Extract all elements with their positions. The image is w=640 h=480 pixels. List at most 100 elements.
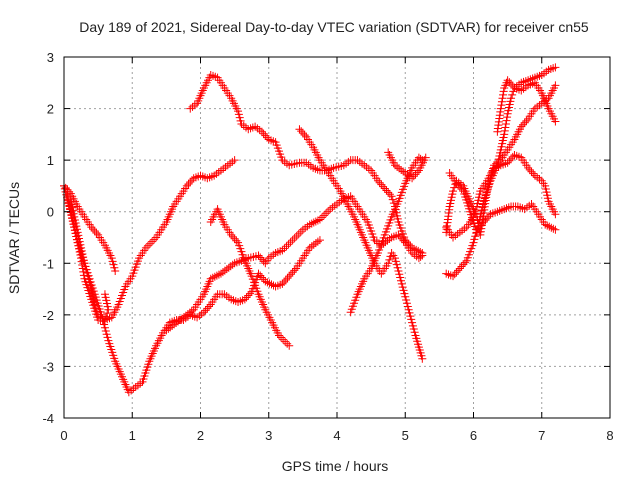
data-point-13-7 xyxy=(457,185,466,194)
data-point-13-4 xyxy=(452,179,461,188)
x-tick-label-0: 0 xyxy=(60,428,67,443)
data-point-5-124 xyxy=(408,243,417,252)
data-point-11-8 xyxy=(458,226,467,235)
data-point-0-31 xyxy=(108,257,117,266)
data-point-14-16 xyxy=(503,76,512,85)
data-point-3-156 xyxy=(290,266,299,275)
data-point-10-57 xyxy=(545,222,554,231)
data-point-0-20 xyxy=(92,228,101,237)
data-point-5-122 xyxy=(404,239,413,248)
x-tick-label-2: 2 xyxy=(197,428,204,443)
data-point-3-128 xyxy=(242,293,251,302)
data-point-5-2 xyxy=(190,101,199,110)
data-point-5-101 xyxy=(379,182,388,191)
data-point-5-88 xyxy=(353,156,362,165)
data-point-10-42 xyxy=(516,203,525,212)
data-point-11-9 xyxy=(460,224,469,233)
data-point-4-74 xyxy=(307,219,316,228)
data-point-3-42 xyxy=(101,326,110,335)
data-point-10-35 xyxy=(500,205,509,214)
data-point-11-48 xyxy=(524,163,533,172)
data-point-5-31 xyxy=(234,110,243,119)
data-point-5-1 xyxy=(188,102,197,111)
data-point-10-29 xyxy=(486,210,495,219)
data-point-0-19 xyxy=(90,227,99,236)
data-point-2-98 xyxy=(186,178,195,187)
data-point-5-0 xyxy=(186,104,195,113)
data-point-7-3 xyxy=(300,131,309,140)
data-point-10-31 xyxy=(491,208,500,217)
data-point-7-69 xyxy=(393,263,402,272)
data-point-3-137 xyxy=(254,269,263,278)
data-point-12-85 xyxy=(535,101,544,110)
data-point-5-128 xyxy=(416,247,425,256)
data-point-4-75 xyxy=(309,218,318,227)
data-point-5-89 xyxy=(355,157,364,166)
data-point-9-13 xyxy=(408,174,417,183)
data-point-7-70 xyxy=(394,267,403,276)
data-point-2-118 xyxy=(230,156,239,165)
data-point-3-139 xyxy=(257,273,266,282)
data-point-2-72 xyxy=(143,241,152,250)
data-point-4-67 xyxy=(292,231,301,240)
data-point-5-58 xyxy=(282,159,291,168)
data-point-5-15 xyxy=(209,71,218,80)
chart-title: Day 189 of 2021, Sidereal Day-to-day VTE… xyxy=(79,19,589,35)
data-point-2-112 xyxy=(216,166,225,175)
data-point-14-11 xyxy=(499,90,508,99)
data-point-3-41 xyxy=(100,323,109,332)
data-point-4-83 xyxy=(326,205,335,214)
data-point-5-92 xyxy=(362,163,371,172)
data-point-3-166 xyxy=(307,242,316,251)
data-point-0-32 xyxy=(109,260,118,269)
data-point-4-85 xyxy=(330,201,339,210)
data-point-3-106 xyxy=(197,309,206,318)
data-point-12-75 xyxy=(517,122,526,131)
data-point-14-17 xyxy=(505,78,514,87)
data-point-4-78 xyxy=(315,215,324,224)
data-point-7-72 xyxy=(396,273,405,282)
x-axis-ticks: 0 1 2 3 4 5 6 7 8 xyxy=(60,57,614,443)
series-12 xyxy=(442,81,560,239)
data-point-6-17 xyxy=(230,234,239,243)
data-point-10-41 xyxy=(513,202,522,211)
data-point-5-125 xyxy=(410,244,419,253)
data-point-5-98 xyxy=(373,176,382,185)
data-point-2-96 xyxy=(182,181,191,190)
data-point-5-49 xyxy=(269,137,278,146)
data-point-11-6 xyxy=(453,230,462,239)
data-point-3-109 xyxy=(203,304,212,313)
data-point-7-68 xyxy=(392,260,401,269)
data-point-3-38 xyxy=(98,314,107,323)
data-point-7-89 xyxy=(410,328,419,337)
series-3 xyxy=(66,197,324,397)
data-point-2-106 xyxy=(203,174,212,183)
x-tick-label-8: 8 xyxy=(606,428,613,443)
data-point-4-55 xyxy=(267,252,276,261)
data-point-4-27 xyxy=(208,273,217,282)
data-point-5-76 xyxy=(325,165,334,174)
data-point-14-10 xyxy=(498,94,507,103)
data-point-7-61 xyxy=(384,259,393,268)
data-point-10-36 xyxy=(502,204,511,213)
data-point-2-109 xyxy=(210,171,219,180)
data-point-7-78 xyxy=(401,292,410,301)
data-point-3-125 xyxy=(236,297,245,306)
data-point-9-15 xyxy=(411,170,420,179)
series-8 xyxy=(346,153,427,317)
data-point-3-44 xyxy=(103,333,112,342)
data-point-10-56 xyxy=(543,221,552,230)
data-point-6-53 xyxy=(274,331,283,340)
data-point-3-151 xyxy=(281,276,290,285)
x-axis-label: GPS time / hours xyxy=(282,458,389,474)
data-point-5-45 xyxy=(261,131,270,140)
data-point-9-9 xyxy=(399,167,408,176)
data-point-3-37 xyxy=(97,310,106,319)
data-point-6-16 xyxy=(228,232,237,241)
data-point-3-118 xyxy=(220,290,229,299)
data-point-3-68 xyxy=(133,381,142,390)
data-point-3-141 xyxy=(261,277,270,286)
data-point-2-107 xyxy=(205,173,214,182)
data-point-10-55 xyxy=(541,220,550,229)
data-point-7-88 xyxy=(409,325,418,334)
